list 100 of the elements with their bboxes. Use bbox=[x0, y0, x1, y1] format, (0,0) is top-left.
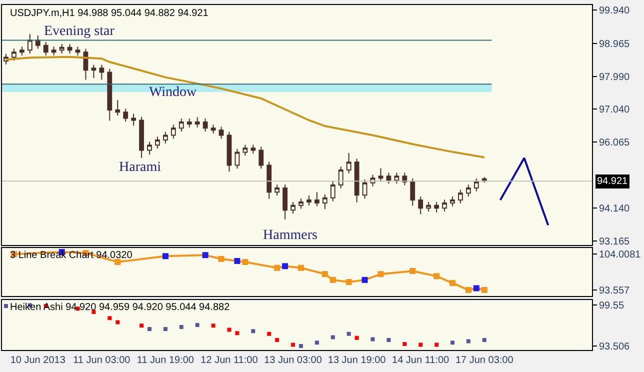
candlestick bbox=[27, 34, 32, 54]
candlestick bbox=[474, 178, 479, 192]
candlestick bbox=[51, 46, 56, 56]
y-tick-label: 96.065 bbox=[599, 138, 630, 149]
candlestick bbox=[314, 192, 320, 207]
point bbox=[362, 276, 368, 283]
candlestick bbox=[234, 148, 240, 170]
candlestick bbox=[442, 199, 447, 212]
candlestick bbox=[322, 194, 328, 210]
point bbox=[450, 340, 454, 345]
y-tick-label: 93.557 bbox=[599, 286, 630, 297]
candlestick bbox=[202, 118, 208, 132]
point bbox=[140, 324, 144, 328]
point bbox=[195, 322, 200, 327]
point bbox=[227, 328, 232, 332]
candlestick bbox=[250, 144, 256, 154]
x-tick-label: 11 Jun 19:00 bbox=[136, 355, 194, 366]
x-tick-label: 13 Jun 19:00 bbox=[328, 355, 386, 366]
point bbox=[148, 327, 152, 332]
point bbox=[330, 335, 335, 340]
y-tick-label: 93.165 bbox=[599, 236, 630, 248]
point bbox=[211, 324, 216, 328]
point bbox=[298, 264, 304, 271]
candlestick bbox=[394, 172, 400, 184]
candlestick bbox=[194, 116, 200, 128]
point bbox=[116, 320, 120, 324]
point bbox=[218, 256, 224, 262]
candlestick bbox=[162, 131, 168, 144]
candlestick bbox=[274, 184, 280, 196]
candlestick bbox=[226, 131, 232, 172]
y-tick-label: 94.140 bbox=[599, 203, 630, 214]
candlestick bbox=[426, 201, 432, 212]
annotation: Harami bbox=[119, 160, 162, 175]
point bbox=[179, 325, 184, 330]
point bbox=[4, 304, 8, 308]
point bbox=[242, 259, 248, 266]
y-tick-label: 98.965 bbox=[599, 38, 630, 50]
candlestick bbox=[107, 68, 112, 122]
x-tick-label: 13 Jun 03:00 bbox=[264, 355, 322, 366]
candlestick bbox=[362, 179, 368, 200]
candlestick bbox=[147, 141, 152, 156]
candlestick bbox=[466, 184, 471, 198]
candlestick bbox=[115, 100, 120, 116]
point bbox=[346, 332, 351, 336]
candlestick bbox=[43, 41, 48, 56]
ref-line-label: 94.921 bbox=[597, 176, 628, 187]
candlestick bbox=[298, 198, 304, 210]
chart-title: USDJPY.m,H1 94.988 95.044 94.882 94.921 bbox=[10, 8, 209, 19]
point bbox=[330, 276, 336, 283]
point bbox=[402, 342, 407, 346]
y-tick-label: 93.506 bbox=[599, 342, 630, 353]
point bbox=[386, 338, 391, 342]
point bbox=[370, 337, 375, 342]
candlestick bbox=[91, 64, 96, 79]
candlestick bbox=[123, 108, 128, 122]
point bbox=[466, 339, 470, 344]
point bbox=[434, 342, 439, 347]
point bbox=[114, 259, 121, 266]
point bbox=[251, 329, 256, 334]
point bbox=[274, 264, 280, 271]
point bbox=[282, 263, 288, 270]
x-tick-label: 14 Jun 11:00 bbox=[392, 355, 450, 366]
point bbox=[163, 327, 168, 332]
candlestick bbox=[354, 158, 360, 203]
candlestick bbox=[19, 46, 24, 56]
candlestick bbox=[131, 113, 136, 126]
y-tick-label: 97.040 bbox=[599, 104, 630, 116]
point bbox=[314, 340, 319, 345]
candlestick bbox=[434, 201, 439, 214]
x-tick-label: 11 Jun 03:00 bbox=[73, 355, 131, 366]
point bbox=[322, 271, 328, 278]
candlestick bbox=[178, 118, 184, 132]
candlestick bbox=[155, 136, 160, 150]
candlestick bbox=[242, 144, 248, 156]
y-tick-label: 99.940 bbox=[599, 6, 630, 17]
point bbox=[298, 344, 303, 348]
candlestick bbox=[12, 48, 16, 62]
candlestick bbox=[35, 34, 40, 50]
candlestick bbox=[170, 124, 176, 140]
x-tick-label: 17 Jun 03:00 bbox=[455, 355, 514, 366]
point bbox=[108, 316, 112, 320]
y-tick-label: 97.990 bbox=[599, 72, 630, 84]
point bbox=[202, 252, 208, 258]
point bbox=[378, 271, 384, 278]
candlestick bbox=[386, 172, 392, 184]
candlestick bbox=[458, 189, 463, 204]
point bbox=[235, 331, 240, 336]
candlestick bbox=[378, 168, 384, 182]
candlestick bbox=[67, 43, 72, 54]
candlestick bbox=[99, 64, 104, 80]
candlestick bbox=[139, 116, 144, 159]
point bbox=[481, 286, 488, 293]
candlestick bbox=[59, 43, 64, 54]
point bbox=[449, 280, 456, 286]
candlestick bbox=[210, 124, 216, 134]
point bbox=[465, 286, 472, 293]
point bbox=[275, 338, 280, 342]
candlestick bbox=[338, 166, 344, 189]
annotation: Window bbox=[149, 85, 198, 100]
line-series bbox=[4, 56, 486, 158]
